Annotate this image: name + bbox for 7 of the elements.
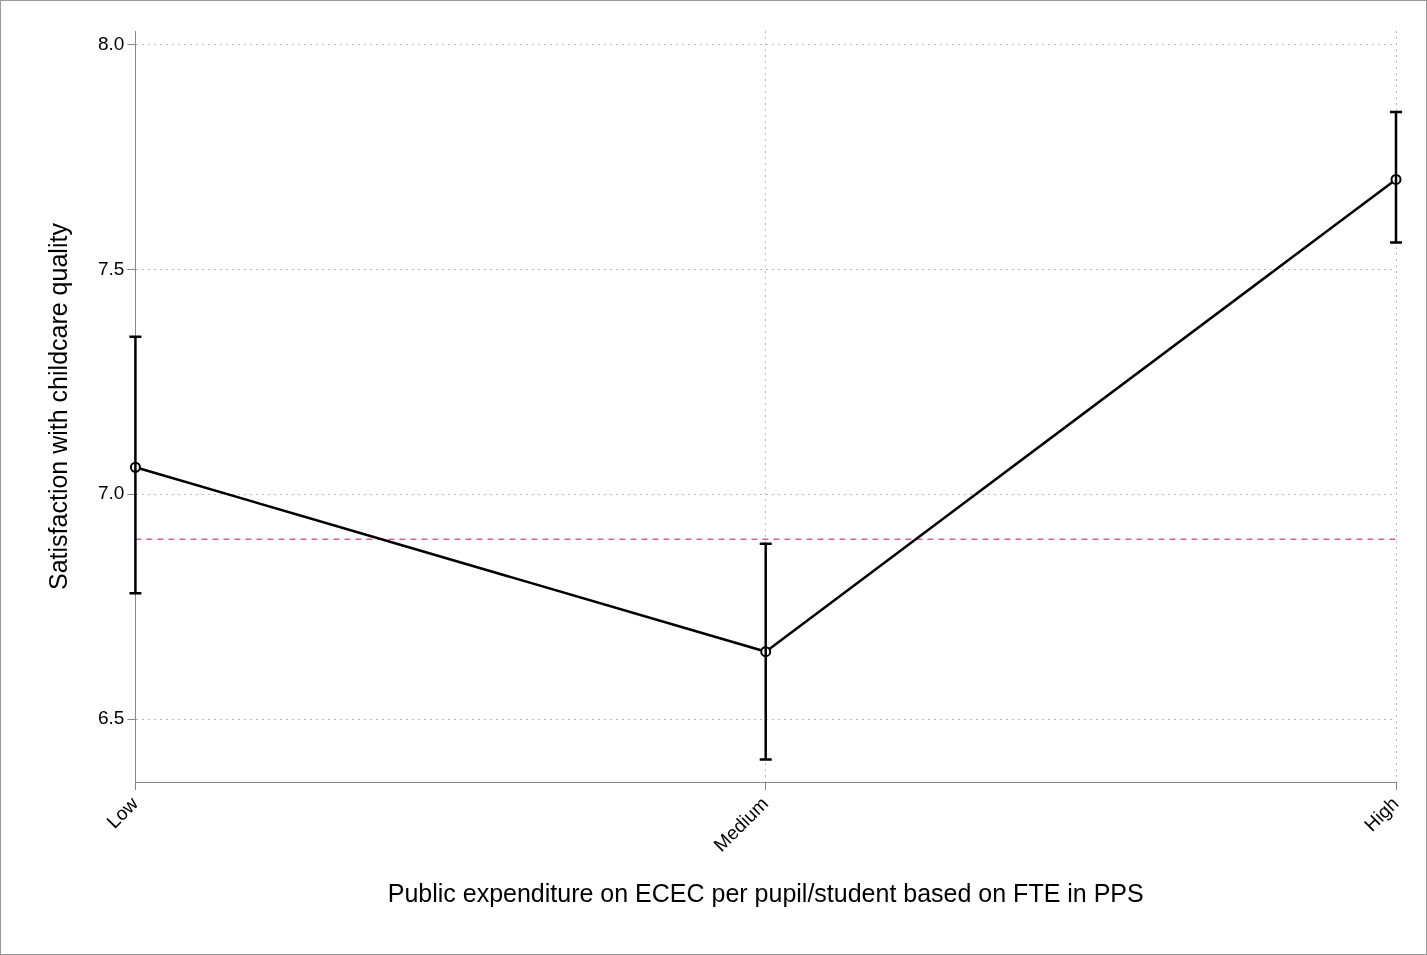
y-tick-label: 6.5 xyxy=(97,707,125,729)
x-tick-label: Low xyxy=(102,792,143,833)
x-axis-title: Public expenditure on ECEC per pupil/student based on FTE in PPS xyxy=(387,878,1144,907)
y-tick-label: 7.5 xyxy=(97,257,125,279)
y-tick-label: 7.0 xyxy=(97,482,125,504)
y-axis-title: Satisfaction with childcare quality xyxy=(43,222,72,590)
y-tick-label: 8.0 xyxy=(97,32,125,54)
